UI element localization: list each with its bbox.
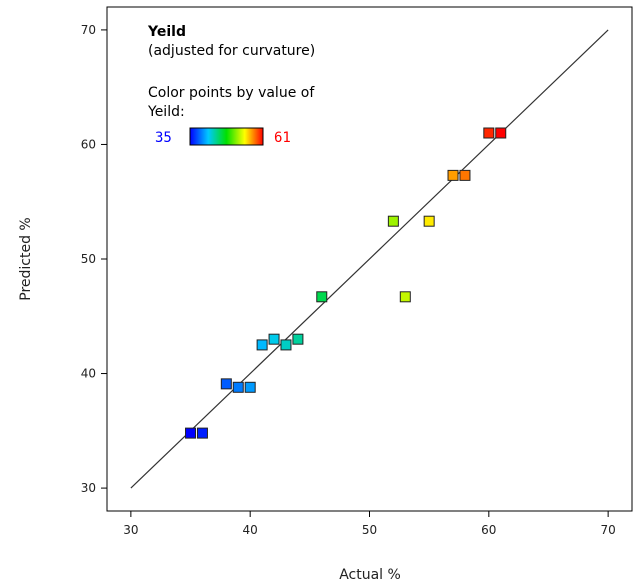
data-point — [483, 127, 495, 139]
y-axis-label: Predicted % — [18, 217, 34, 300]
legend: Yeild (adjusted for curvature) Color poi… — [147, 24, 315, 146]
data-point — [459, 169, 471, 181]
data-point — [232, 381, 244, 393]
legend-max-label: 61 — [274, 130, 291, 146]
data-point — [447, 169, 459, 181]
y-tick-label: 50 — [81, 252, 96, 266]
x-tick-label: 30 — [123, 523, 138, 537]
x-tick-label: 60 — [481, 523, 496, 537]
points-layer — [185, 127, 507, 439]
legend-color-caption-line2: Yeild: — [147, 104, 185, 120]
data-point — [423, 215, 435, 227]
data-point — [256, 339, 268, 351]
legend-title: Yeild — [147, 24, 186, 40]
x-axis-label: Actual % — [339, 567, 401, 583]
reference-line — [130, 29, 609, 489]
data-point — [220, 378, 232, 390]
y-tick-label: 30 — [81, 481, 96, 495]
legend-color-caption-line1: Color points by value of — [148, 85, 315, 101]
x-axis: 30 40 50 60 70 — [123, 511, 616, 537]
data-point — [387, 215, 399, 227]
y-axis: 30 40 50 60 70 — [81, 23, 107, 495]
y-tick-label: 60 — [81, 137, 96, 151]
y-tick-label: 40 — [81, 367, 96, 381]
reference-line-layer — [130, 29, 609, 489]
x-tick-label: 70 — [600, 523, 615, 537]
x-tick-label: 50 — [362, 523, 377, 537]
y-tick-label: 70 — [81, 23, 96, 37]
legend-min-label: 35 — [155, 130, 172, 146]
data-point — [399, 291, 411, 303]
data-point — [196, 427, 208, 439]
x-tick-label: 40 — [243, 523, 258, 537]
data-point — [185, 427, 197, 439]
legend-colorbar — [189, 127, 264, 146]
data-point — [292, 333, 304, 345]
data-point — [244, 381, 256, 393]
legend-subtitle: (adjusted for curvature) — [148, 43, 315, 59]
data-point — [495, 127, 507, 139]
data-point — [280, 339, 292, 351]
data-point — [268, 333, 280, 345]
data-point — [316, 291, 328, 303]
